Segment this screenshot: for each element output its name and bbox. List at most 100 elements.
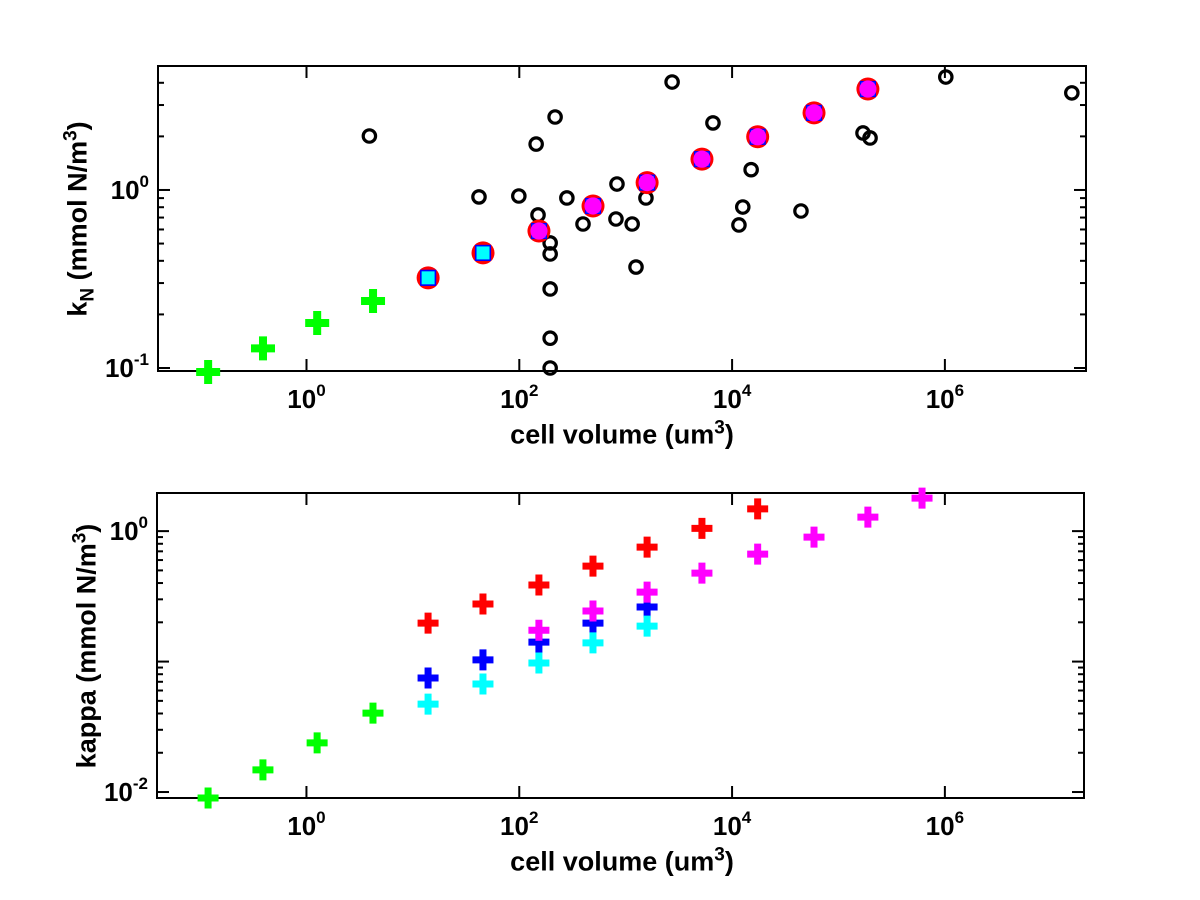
bottom-xlabel-sup: 3 <box>714 844 725 866</box>
bottom-series-kappa-cyan <box>417 615 658 715</box>
data-point-plus <box>582 612 604 634</box>
data-point-plus <box>417 667 439 689</box>
top-ylabel-post: ) <box>62 121 93 131</box>
data-point-compound <box>690 147 714 171</box>
data-point-circle <box>624 216 640 232</box>
data-point-circle <box>628 259 644 275</box>
bottom-ticks <box>157 493 1084 798</box>
tick-label: 102 <box>500 381 538 414</box>
bottom-series-kappa-green <box>197 702 384 809</box>
tick-label: 100 <box>287 808 325 841</box>
data-point-circle <box>559 190 575 206</box>
data-point-plus <box>417 693 439 715</box>
top-ticks <box>158 66 1086 371</box>
data-point-plus <box>196 359 221 384</box>
data-point-circle <box>793 203 809 219</box>
data-point-plus <box>528 631 550 653</box>
data-point-compound <box>527 219 551 243</box>
data-point-compound <box>635 171 659 195</box>
bottom-xlabel: cell volume (um3) <box>510 845 734 878</box>
bottom-ylabel-pre: kappa (mmol N/m <box>71 543 102 769</box>
bottom-series-kappa-red <box>417 498 769 634</box>
top-axes: 100 102 104 106 10-1 100 <box>105 65 1087 414</box>
bottom-axes-box <box>156 492 1085 799</box>
bottom-xlabel-pre: cell volume (um <box>510 846 715 877</box>
data-point-plus <box>636 615 658 637</box>
data-point-circle <box>528 136 544 152</box>
data-point-compound <box>856 77 880 101</box>
data-point-circle <box>609 176 625 192</box>
bottom-xlabel-post: ) <box>724 846 734 877</box>
data-point-plus <box>691 517 713 539</box>
data-point-plus <box>636 536 658 558</box>
data-point-plus <box>528 574 550 596</box>
top-xlabel-post: ) <box>724 419 734 450</box>
data-point-circle <box>471 189 487 205</box>
data-point-circle <box>542 330 558 347</box>
data-point-plus <box>857 506 879 528</box>
data-point-compound <box>746 125 770 149</box>
data-point-compound <box>802 101 826 125</box>
data-point-circle <box>1064 85 1080 101</box>
data-point-plus <box>472 649 494 671</box>
data-point-circle <box>664 74 680 90</box>
tick-label: 104 <box>713 808 752 841</box>
bottom-ylabel: kappa (mmol N/m3) <box>70 524 103 769</box>
top-xlabel-pre: cell volume (um <box>510 419 715 450</box>
data-point-circle <box>937 69 954 85</box>
top-series-model-kn-cyan-square <box>416 241 495 290</box>
tick-label: 102 <box>500 808 538 841</box>
tick-label: 106 <box>926 808 964 841</box>
data-point-plus <box>747 543 769 565</box>
data-point-circle <box>361 128 378 144</box>
data-point-plus <box>361 288 386 313</box>
data-point-circle <box>731 217 747 233</box>
data-point-plus <box>472 593 494 615</box>
bottom-ylabel-sup: 3 <box>69 532 91 544</box>
bottom-axes: 100 102 104 106 10-2 100 <box>104 487 1085 841</box>
data-point-plus <box>252 759 274 781</box>
data-point-plus <box>747 498 769 520</box>
data-point-circle <box>542 281 558 297</box>
top-ylabel-sup: 3 <box>60 130 82 141</box>
data-point-circle <box>530 207 546 223</box>
data-point-plus <box>582 632 604 654</box>
data-point-circle <box>743 161 759 178</box>
data-point-circle <box>608 211 624 227</box>
data-point-plus <box>528 652 550 674</box>
data-point-plus <box>362 702 384 724</box>
tick-label: 100 <box>110 513 148 546</box>
top-series-model-kn-magenta-circle <box>527 77 880 243</box>
tick-label: 10-2 <box>104 774 148 807</box>
top-series-field-observations <box>361 69 1080 376</box>
data-point-plus <box>306 732 328 754</box>
top-ylabel-sub: N <box>77 287 99 302</box>
tick-label: 104 <box>713 381 752 414</box>
data-point-circle <box>862 130 878 146</box>
tick-label: 100 <box>287 381 325 414</box>
data-point-circle <box>511 188 527 204</box>
data-point-compound <box>581 194 605 218</box>
data-point-plus <box>911 487 933 509</box>
data-point-circle <box>705 115 721 131</box>
data-point-plus <box>305 310 330 335</box>
data-point-plus <box>582 555 604 577</box>
data-point-plus <box>582 600 604 622</box>
tick-label: 10-1 <box>105 350 149 383</box>
top-ylabel: kN (mmol N/m3) <box>61 121 100 316</box>
top-series-model-kn-green <box>196 288 386 384</box>
data-point-plus <box>472 673 494 695</box>
data-point-plus <box>197 787 219 809</box>
top-xlabel-sup: 3 <box>714 417 725 439</box>
data-point-plus <box>636 581 658 603</box>
data-point-compound <box>416 266 440 290</box>
bottom-series-kappa-blue <box>417 596 658 689</box>
data-point-circle <box>575 216 591 232</box>
data-point-plus <box>803 526 825 548</box>
data-point-circle <box>542 360 558 376</box>
data-point-circle <box>734 199 751 215</box>
tick-label: 106 <box>926 381 964 414</box>
top-ylabel-mid: (mmol N/m <box>62 140 93 288</box>
